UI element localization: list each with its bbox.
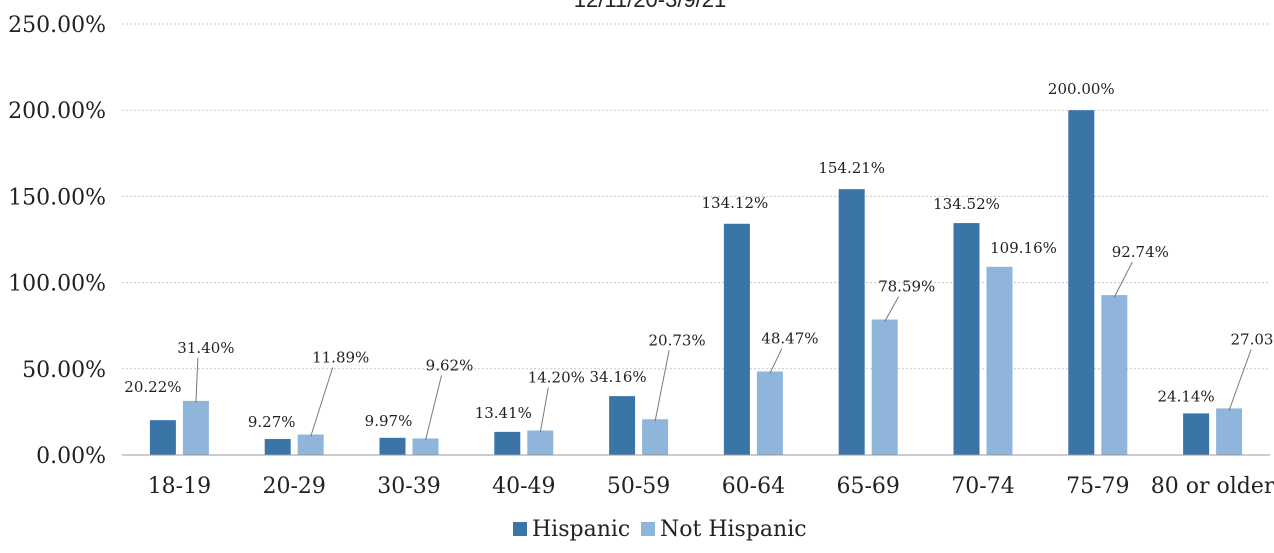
label-leader-line <box>884 296 900 322</box>
data-label-not-hispanic: 9.62% <box>426 356 474 374</box>
data-label-not-hispanic: 78.59% <box>878 278 935 296</box>
data-labels: 20.22% 31.40% 9.27% 11.89% 9.97% 9.62% 13.41% 1… <box>124 80 1274 441</box>
y-tick-label: 200.00% <box>8 99 106 124</box>
bar-hispanic <box>723 223 750 455</box>
label-leader-line <box>425 375 442 441</box>
x-tick-label: 18-19 <box>148 474 211 499</box>
label-leader-line <box>1113 261 1133 298</box>
x-tick-label: 30-39 <box>377 474 440 499</box>
bar-not-hispanic <box>871 319 898 455</box>
bar-hispanic <box>609 396 636 455</box>
x-axis: 18-19 20-29 30-39 40-49 50-59 60-64 65-69 70-74… <box>122 454 1274 499</box>
data-label-hispanic: 200.00% <box>1048 80 1115 98</box>
label-leader-line <box>769 348 783 374</box>
bar-not-hispanic <box>986 266 1013 455</box>
bar-not-hispanic <box>182 400 209 455</box>
y-tick-label: 100.00% <box>8 272 106 297</box>
x-tick-label: 80 or older <box>1151 474 1274 499</box>
y-tick-label: 50.00% <box>22 358 106 383</box>
data-label-not-hispanic: 11.89% <box>312 349 369 367</box>
data-label-hispanic: 154.21% <box>818 159 885 177</box>
data-label-hispanic: 9.27% <box>248 413 296 431</box>
legend-label: Not Hispanic <box>660 517 807 542</box>
data-label-hispanic: 13.41% <box>475 404 532 422</box>
y-axis: 0.00% 50.00% 100.00% 150.00% 200.00% 250.00% <box>8 13 106 469</box>
chart-subtitle: 12/11/20-3/9/21 <box>574 0 727 12</box>
bar-hispanic <box>264 439 291 455</box>
bar-hispanic <box>494 431 521 455</box>
legend: Hispanic Not Hispanic <box>513 517 807 542</box>
label-leader-line <box>195 357 199 403</box>
bars <box>149 110 1243 455</box>
bar-not-hispanic <box>527 430 554 455</box>
x-tick-label: 65-69 <box>836 474 899 499</box>
bar-not-hispanic <box>642 419 669 455</box>
data-label-not-hispanic: 20.73% <box>648 331 705 349</box>
x-tick-label: 50-59 <box>607 474 670 499</box>
bar-not-hispanic <box>1216 408 1243 455</box>
bar-hispanic <box>1183 413 1210 455</box>
bar-not-hispanic <box>297 434 324 455</box>
data-label-not-hispanic: 14.20% <box>528 369 585 387</box>
legend-swatch <box>641 522 655 536</box>
y-tick-label: 150.00% <box>8 185 106 210</box>
data-label-hispanic: 134.52% <box>933 195 1000 213</box>
bar-not-hispanic <box>412 438 439 455</box>
data-label-not-hispanic: 27.03% <box>1230 330 1274 348</box>
label-leader-line <box>654 350 670 422</box>
label-leader-line <box>539 387 549 433</box>
x-tick-label: 40-49 <box>492 474 555 499</box>
data-label-hispanic: 134.12% <box>702 194 769 212</box>
data-label-hispanic: 9.97% <box>365 412 413 430</box>
bar-hispanic <box>953 223 980 455</box>
label-leader-line <box>1228 349 1252 411</box>
data-label-hispanic: 20.22% <box>124 378 181 396</box>
bar-hispanic <box>838 189 865 455</box>
bar-hispanic <box>379 437 406 455</box>
x-tick-label: 70-74 <box>951 474 1014 499</box>
legend-swatch <box>513 522 527 536</box>
data-label-not-hispanic: 109.16% <box>990 239 1057 257</box>
bar-hispanic <box>149 420 176 455</box>
y-tick-label: 250.00% <box>8 13 106 38</box>
bar-not-hispanic <box>756 371 783 455</box>
x-tick-label: 20-29 <box>262 474 325 499</box>
legend-label: Hispanic <box>532 517 630 542</box>
gridlines <box>122 23 1270 370</box>
bar-hispanic <box>1068 110 1095 455</box>
data-label-hispanic: 34.16% <box>589 368 646 386</box>
data-label-not-hispanic: 92.74% <box>1112 243 1169 261</box>
data-label-not-hispanic: 48.47% <box>761 329 818 347</box>
x-tick-label: 75-79 <box>1066 474 1129 499</box>
label-leader-line <box>310 367 334 437</box>
x-tick-label: 60-64 <box>722 474 785 499</box>
bar-not-hispanic <box>1101 295 1128 455</box>
y-tick-label: 0.00% <box>36 444 106 469</box>
data-label-hispanic: 24.14% <box>1157 387 1214 405</box>
data-label-not-hispanic: 31.40% <box>177 339 234 357</box>
